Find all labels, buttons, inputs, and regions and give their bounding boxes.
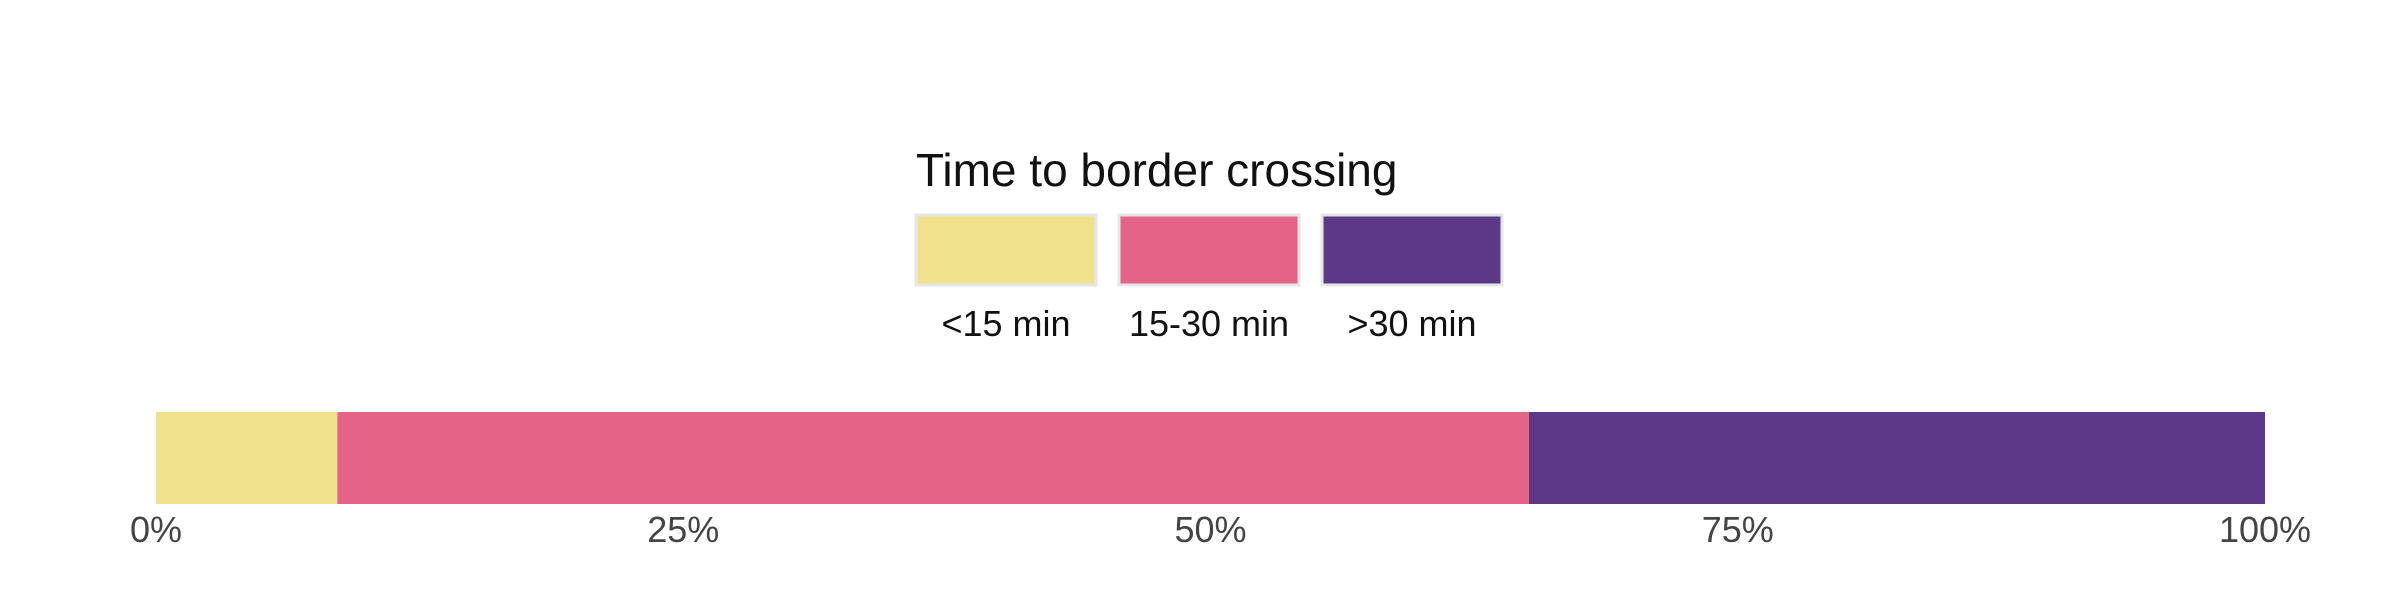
bar-segment-15-30-min [337,412,1529,504]
legend-title: Time to border crossing [916,144,1397,196]
x-tick-label-100: 100% [2219,509,2311,550]
legend-swatch-15-30-min [1117,213,1301,287]
x-tick-label-75: 75% [1702,509,1774,550]
bar-segments [156,412,2265,504]
legend-label-15-30-min: 15-30 min [1129,303,1289,344]
legend-label-gt-30-min: >30 min [1347,303,1476,344]
bar-segment-gt-30-min [1528,412,2265,504]
legend: Time to border crossing <15 min 15-30 min… [914,144,1504,344]
legend-label-lt-15-min: <15 min [941,303,1070,344]
bar-segment-lt-15-min [156,412,338,504]
legend-swatch-gt-30-min [1320,213,1504,287]
x-axis-ticks: 0% 25% 50% 75% 100% [130,509,2311,550]
x-tick-label-25: 25% [647,509,719,550]
legend-swatch-lt-15-min [914,213,1098,287]
x-tick-label-50: 50% [1174,509,1246,550]
x-tick-label-0: 0% [130,509,182,550]
